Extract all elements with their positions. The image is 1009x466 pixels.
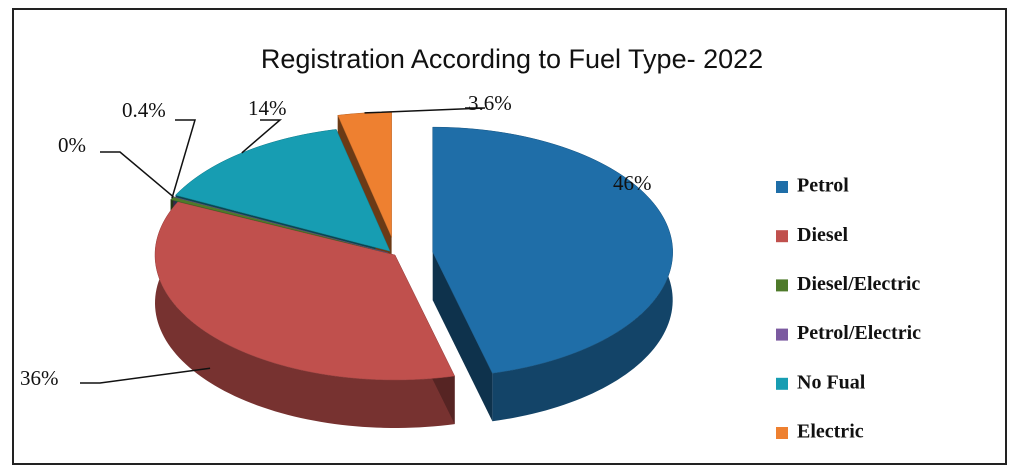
leader-line (171, 119, 197, 199)
slice (154, 201, 456, 381)
legend-swatch (776, 328, 788, 341)
data-label: 0% (58, 133, 86, 157)
legend-label: Diesel (797, 224, 849, 246)
leader-line (100, 151, 174, 198)
data-label: 0.4% (122, 98, 166, 122)
data-label: 46% (613, 171, 652, 195)
data-label: 36% (20, 366, 59, 390)
legend-swatch (776, 377, 788, 390)
legend-label: Petrol/Electric (797, 322, 921, 344)
legend-swatch (776, 181, 788, 193)
leader-line (241, 119, 283, 154)
legend-swatch (776, 279, 788, 292)
leader-line (80, 367, 211, 384)
slice-side (155, 201, 455, 428)
slice (432, 126, 673, 374)
data-label: 3.6% (468, 91, 512, 115)
leader-line (364, 107, 486, 114)
chart-title: Registration According to Fuel Type- 202… (261, 44, 763, 74)
data-labels: 46% 36% 0.4% 0% 14% 3.6% (20, 91, 652, 390)
legend-label: No Fual (797, 371, 866, 393)
legend-swatch (776, 427, 788, 439)
chart-border (12, 8, 1007, 465)
pie-tops (154, 111, 673, 381)
legend-label: Petrol (797, 175, 849, 197)
legend-label: Electric (797, 421, 864, 443)
legend-swatch (776, 230, 788, 243)
legend-label: Diesel/Electric (797, 273, 920, 295)
legend: Petrol Diesel Diesel/Electric Petrol/Electr… (776, 175, 921, 443)
slice-face (432, 252, 493, 422)
data-label: 14% (248, 96, 287, 120)
slice (175, 129, 391, 252)
